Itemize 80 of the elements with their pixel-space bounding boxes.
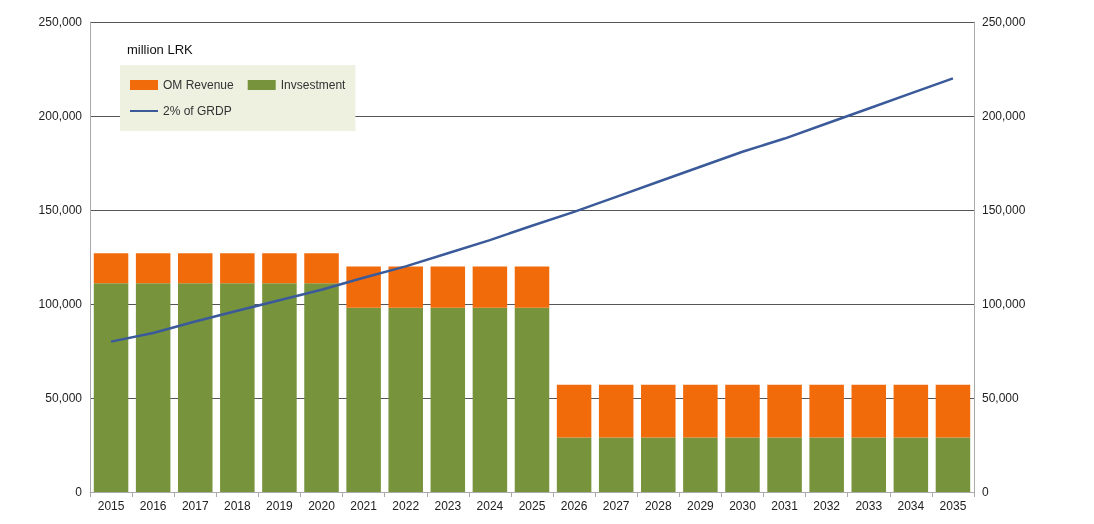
bar (472, 266, 508, 308)
x-tick-label: 2021 (350, 499, 378, 513)
bar (304, 283, 339, 492)
y2-tick-label: 0 (982, 485, 989, 499)
bar (767, 437, 802, 492)
x-tick-label: 2018 (223, 499, 251, 513)
y-tick-label: 50,000 (45, 391, 83, 405)
bar (893, 384, 929, 438)
bar (472, 307, 508, 492)
bar (262, 253, 297, 284)
x-tick-label: 2033 (855, 499, 883, 513)
bar (514, 307, 550, 492)
bar (430, 307, 466, 492)
bar (430, 266, 466, 308)
bar (346, 307, 381, 492)
bar (641, 437, 676, 492)
y-tick-label: 250,000 (38, 15, 83, 29)
bar (683, 384, 718, 438)
x-tick-label: 2017 (181, 499, 209, 513)
x-tick-label: 2032 (813, 499, 841, 513)
x-tick-label: 2019 (266, 499, 294, 513)
x-tick-label: 2034 (897, 499, 925, 513)
bar (220, 253, 255, 284)
bar (177, 283, 213, 492)
x-tick-label: 2025 (518, 499, 546, 513)
bar (388, 307, 423, 492)
bar (767, 384, 802, 438)
legend-label: OM Revenue (163, 78, 235, 92)
bar (598, 437, 634, 492)
x-tick-label: 2030 (729, 499, 757, 513)
bar (220, 283, 255, 492)
bar (893, 437, 929, 492)
y-tick-label: 200,000 (38, 109, 83, 123)
x-tick-label: 2015 (97, 499, 125, 513)
bar (935, 437, 971, 492)
bar (556, 437, 592, 492)
y2-tick-label: 50,000 (982, 391, 1020, 405)
bar (598, 384, 634, 438)
y2-tick-label: 200,000 (982, 109, 1026, 123)
x-tick-label: 2024 (476, 499, 504, 513)
x-tick-label: 2035 (939, 499, 967, 513)
bar (135, 253, 171, 284)
legend-label: Invsestment (280, 78, 347, 92)
bar (514, 266, 550, 308)
x-tick-label: 2023 (434, 499, 462, 513)
x-tick-label: 2016 (139, 499, 167, 513)
legend-label: 2% of GRDP (163, 104, 232, 118)
bar (556, 384, 592, 438)
bar (935, 384, 971, 438)
bar (641, 384, 676, 438)
bar (809, 437, 844, 492)
line-series (109, 77, 955, 343)
bar (177, 253, 213, 284)
y2-tick-label: 250,000 (982, 15, 1026, 29)
x-tick-label: 2022 (392, 499, 420, 513)
bar (346, 266, 381, 308)
bar (262, 283, 297, 492)
bar (725, 437, 760, 492)
bar (93, 253, 129, 284)
x-tick-label: 2026 (560, 499, 588, 513)
bar (851, 437, 887, 492)
x-tick-label: 2029 (687, 499, 715, 513)
bar (683, 437, 718, 492)
bar (93, 283, 129, 492)
y-tick-label: 100,000 (38, 297, 83, 311)
x-tick-label: 2031 (771, 499, 799, 513)
x-tick-label: 2027 (602, 499, 630, 513)
bar (851, 384, 887, 438)
y2-tick-label: 100,000 (982, 297, 1026, 311)
y-axis-title: million LRK (127, 42, 194, 57)
y-tick-label: 150,000 (38, 203, 83, 217)
y2-tick-label: 150,000 (982, 203, 1026, 217)
bar (135, 283, 171, 492)
bar (809, 384, 844, 438)
y-tick-label: 0 (75, 485, 83, 499)
x-tick-label: 2028 (644, 499, 672, 513)
bar (304, 253, 339, 284)
x-tick-label: 2020 (308, 499, 336, 513)
bar (388, 266, 423, 308)
bar (725, 384, 760, 438)
